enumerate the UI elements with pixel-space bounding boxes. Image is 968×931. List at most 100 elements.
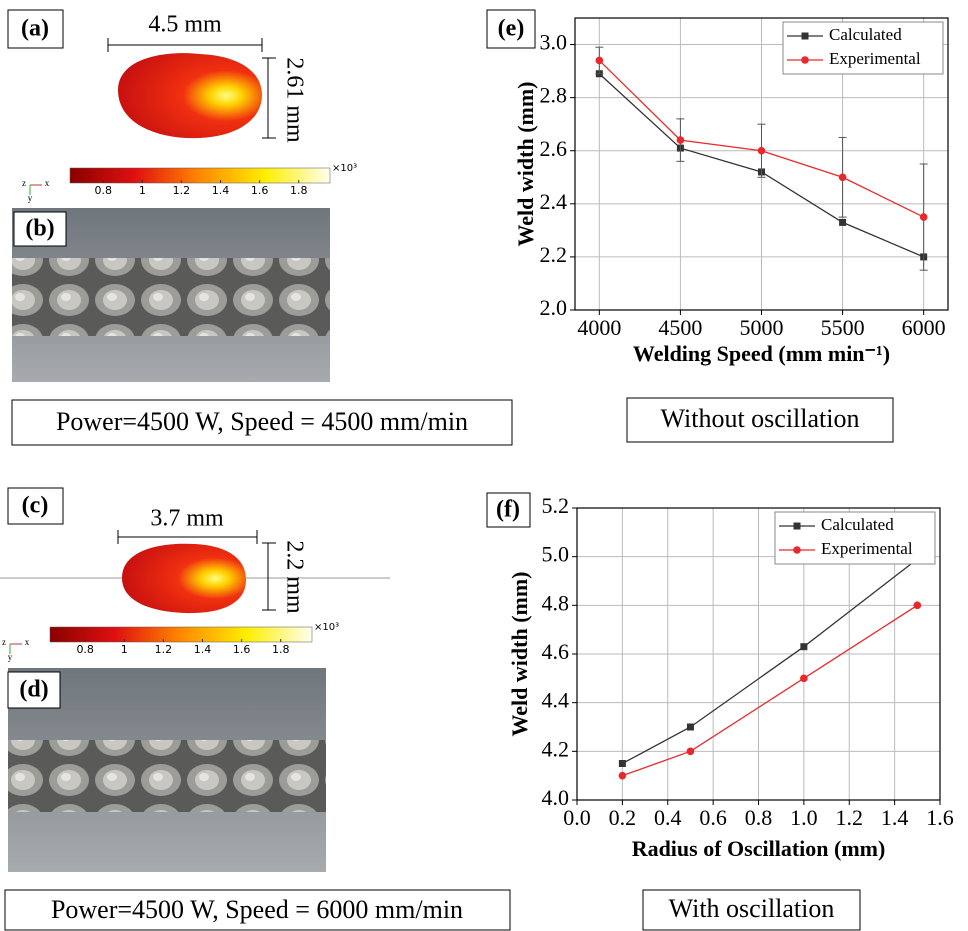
weld-bead — [8, 740, 326, 812]
panel-label: (a) — [21, 16, 49, 42]
panel-label: (c) — [22, 493, 49, 519]
marker — [800, 643, 808, 651]
label-box — [7, 9, 64, 49]
marker — [919, 213, 928, 221]
label-box — [13, 211, 67, 247]
plot-frame — [574, 17, 949, 311]
marker — [686, 747, 695, 756]
x-tick-label: 0.4 — [654, 805, 682, 830]
legend-marker — [793, 522, 801, 530]
caption-box — [626, 397, 894, 443]
series-line — [622, 558, 918, 765]
legend-label: Calculated — [829, 25, 902, 44]
legend-marker — [793, 546, 801, 554]
x-tick-label: 1.2 — [836, 805, 864, 830]
height-label: 2.2 mm — [281, 540, 307, 614]
colorbar-tick-label: 1 — [121, 643, 128, 656]
triad-label: z — [22, 178, 26, 188]
marker — [618, 771, 627, 780]
triad-label: z — [2, 637, 6, 647]
legend-marker — [801, 32, 809, 40]
y-axis-label: Weld width (mm) — [513, 82, 538, 247]
label-box — [7, 671, 61, 709]
width-label: 4.5 mm — [148, 12, 222, 38]
y-tick-label: 3.0 — [540, 30, 568, 55]
legend-label: Calculated — [821, 515, 894, 534]
melt-pool — [118, 53, 262, 139]
y-tick-label: 2.4 — [540, 189, 568, 214]
marker — [618, 760, 626, 767]
panel-label: (f) — [496, 497, 520, 523]
y-tick-label: 4.2 — [542, 736, 570, 761]
x-tick-label: 6000 — [902, 315, 946, 340]
marker — [839, 218, 847, 226]
x-tick-label: 5000 — [740, 315, 784, 340]
plot-frame — [576, 507, 941, 801]
y-tick-label: 5.0 — [542, 542, 570, 567]
caption: With oscillation — [669, 894, 835, 923]
colorbar-tick-label: 0.8 — [76, 643, 94, 656]
y-tick-label: 4.0 — [542, 785, 570, 810]
caption: Without oscillation — [661, 404, 860, 433]
legend-label: Experimental — [829, 49, 921, 68]
colorbar-multiplier: ×10³ — [314, 622, 339, 633]
caption-box — [4, 889, 511, 931]
colorbar-multiplier: ×10³ — [332, 163, 357, 174]
colorbar-tick-label: 1.2 — [155, 643, 173, 656]
label-box — [486, 492, 531, 528]
caption: Power=4500 W, Speed = 6000 mm/min — [51, 895, 463, 924]
triad-label: x — [45, 178, 50, 188]
series-line — [622, 604, 918, 777]
label-box — [7, 487, 64, 525]
x-tick-label: 1.6 — [926, 805, 954, 830]
y-tick-label: 4.6 — [542, 639, 570, 664]
marker — [595, 56, 604, 65]
y-tick-label: 2.2 — [540, 242, 568, 267]
x-tick-label: 1.0 — [790, 805, 818, 830]
colorbar-tick-label: 1.8 — [290, 184, 308, 197]
x-tick-label: 1.4 — [881, 805, 909, 830]
melt-pool — [122, 543, 246, 614]
legend-box — [782, 21, 944, 75]
caption: Power=4500 W, Speed = 4500 mm/min — [56, 407, 468, 436]
x-axis-label: Welding Speed (mm min⁻¹) — [633, 341, 890, 366]
panel-label: (d) — [19, 677, 48, 703]
marker — [913, 601, 922, 610]
colorbar-tick-label: 1.4 — [194, 643, 212, 656]
colorbar-tick-label: 1.6 — [251, 184, 269, 197]
y-tick-label: 4.8 — [542, 590, 570, 615]
width-label: 3.7 mm — [150, 506, 224, 532]
x-tick-label: 4500 — [658, 315, 702, 340]
y-tick-label: 2.0 — [540, 295, 568, 320]
panel-label: (b) — [25, 216, 54, 242]
colorbar-tick-label: 1.8 — [272, 643, 290, 656]
colorbar-tick-label: 1 — [139, 184, 146, 197]
triad-label: y — [28, 193, 33, 203]
y-tick-label: 2.6 — [540, 136, 568, 161]
y-tick-label: 4.4 — [542, 688, 570, 713]
y-tick-label: 2.8 — [540, 83, 568, 108]
caption-box — [11, 399, 513, 446]
triad-label: x — [25, 637, 30, 647]
marker — [838, 173, 847, 182]
y-axis-label: Weld width (mm) — [507, 572, 532, 737]
x-tick-label: 4000 — [577, 315, 621, 340]
caption-box — [642, 889, 861, 931]
x-tick-label: 0.0 — [563, 805, 591, 830]
x-axis-label: Radius of Oscillation (mm) — [632, 836, 886, 861]
panel-a: (a) 4.5 mm 2.61 mm (b) Power=4500 W, Spe… — [7, 9, 513, 446]
colorbar — [69, 167, 331, 184]
colorbar-tick-label: 0.8 — [94, 184, 112, 197]
y-tick-label: 5.2 — [542, 493, 570, 518]
marker — [757, 146, 766, 155]
height-label: 2.61 mm — [281, 57, 307, 143]
triad-label: y — [8, 652, 13, 662]
marker — [676, 136, 685, 144]
marker — [686, 723, 694, 731]
colorbar-tick-label: 1.2 — [173, 184, 191, 197]
colorbar-tick-label: 1.4 — [212, 184, 230, 197]
legend-marker — [801, 56, 809, 64]
colorbar-tick-label: 1.6 — [233, 643, 251, 656]
weld-bead — [12, 258, 330, 336]
